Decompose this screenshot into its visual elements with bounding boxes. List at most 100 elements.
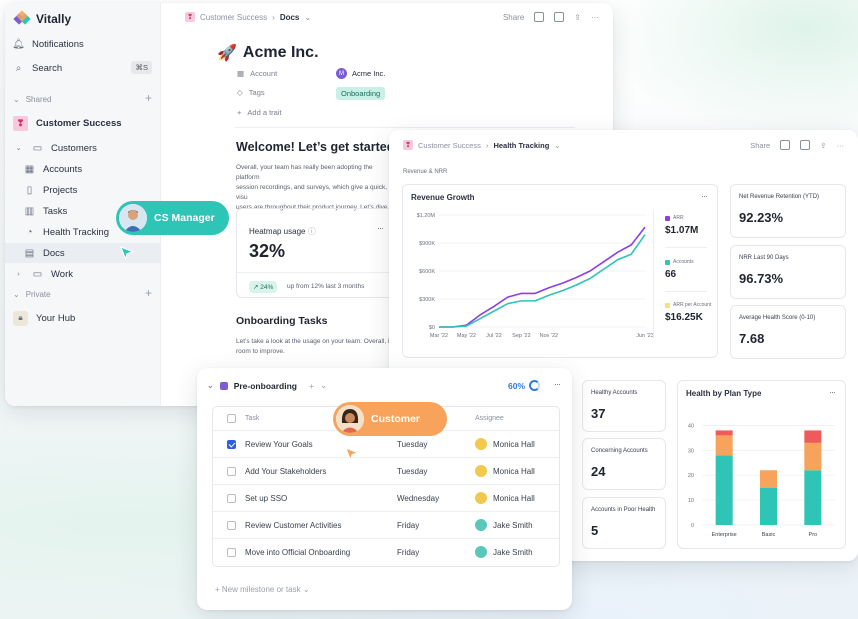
more-icon[interactable]: ··· — [591, 12, 599, 22]
bell-icon: 🔔︎ — [12, 38, 25, 50]
x-tick-label: Sep '22 — [512, 333, 530, 339]
bar-poor-enterprise — [715, 430, 733, 436]
sidebar-item-customers[interactable]: ⌄ ▭ Customers — [13, 139, 97, 157]
breadcrumb: ❣ Customer Success › Docs ⌄ — [185, 12, 311, 22]
new-milestone-button[interactable]: + New milestone or task ⌄ — [215, 585, 310, 594]
app-logo[interactable]: Vitally — [13, 10, 72, 27]
table-row[interactable]: Move into Official Onboarding Friday Jake … — [213, 539, 559, 566]
legend-accounts: Accounts — [665, 259, 694, 265]
breadcrumb-current[interactable]: Docs — [279, 12, 300, 22]
y-tick-label: $300K — [419, 297, 435, 303]
kpi-card[interactable]: Concerning Accounts 24 — [582, 438, 666, 490]
progress-ring-icon — [529, 380, 540, 391]
account-avatar: M — [336, 68, 347, 79]
add-trait-button[interactable]: + Add a trait — [237, 108, 282, 117]
breadcrumb-parent[interactable]: Customer Success — [200, 12, 268, 22]
breadcrumb-current[interactable]: Health Tracking — [493, 140, 550, 150]
add-private-icon[interactable]: + — [144, 286, 152, 300]
add-shared-icon[interactable]: + — [144, 91, 152, 105]
metric-value: 32% — [249, 241, 286, 261]
plus-icon: + — [215, 585, 220, 594]
sidebar-item-tasks[interactable]: ▥ Tasks — [24, 205, 68, 217]
task-checkbox[interactable] — [227, 467, 236, 476]
lock-icon: 🔒︎ — [13, 310, 28, 326]
kpi-card[interactable]: Average Health Score (0-10) 7.68 — [730, 305, 846, 359]
milestone-header[interactable]: ⌄ Pre-onboarding + ⌄ — [207, 380, 328, 391]
chevron-down-icon[interactable]: ⌄ — [319, 380, 328, 390]
chevron-down-icon[interactable]: ⌄ — [304, 12, 312, 22]
task-checkbox[interactable] — [227, 494, 236, 503]
avatar — [475, 438, 487, 450]
avatar — [475, 546, 487, 558]
sidebar-item-customer-success[interactable]: ❣ Customer Success — [13, 114, 122, 132]
sidebar-item-health-tracking[interactable]: ◔ Health Tracking — [24, 223, 109, 241]
docs-icon: ▤ — [24, 247, 35, 259]
bar-concerning-basic — [760, 470, 777, 488]
task-checkbox[interactable] — [227, 440, 236, 449]
shared-section-toggle[interactable]: ⌄ Shared — [13, 95, 52, 104]
divider — [665, 247, 707, 248]
table-row[interactable]: Add Your Stakeholders Tuesday Monica Hall — [213, 458, 559, 485]
task-checkbox[interactable] — [227, 548, 236, 557]
task-checkbox[interactable] — [227, 521, 236, 530]
layout-icon[interactable] — [800, 140, 811, 150]
bar-healthy-basic — [760, 487, 777, 525]
select-all-checkbox[interactable] — [227, 414, 236, 423]
sidebar-item-docs[interactable]: ▤ Docs — [24, 247, 65, 259]
table-row[interactable]: Review Your Goals Tuesday Monica Hall — [213, 431, 559, 458]
chevron-down-icon[interactable]: ⌄ — [554, 140, 561, 150]
top-bar: ❣ Customer Success › Docs ⌄ Share ⇪ ··· — [161, 3, 613, 31]
x-tick-label: Jul '22 — [486, 333, 502, 339]
topbar-actions: Share ⇪ ··· — [750, 140, 844, 150]
share-button[interactable]: Share — [502, 12, 525, 22]
health-by-plan-panel: Health by Plan Type ··· 0 10 20 30 40 Enterpr… — [677, 380, 846, 549]
comment-icon[interactable] — [780, 140, 791, 150]
search-shortcut: ⌘S — [131, 61, 152, 74]
more-icon[interactable]: ··· — [701, 191, 708, 201]
sidebar-item-projects[interactable]: ▯ Projects — [24, 181, 78, 199]
kpi-card[interactable]: Healthy Accounts 37 — [582, 380, 666, 432]
add-icon[interactable]: + — [308, 380, 314, 391]
tasks-table: Task Assignee Review Your Goals Tuesday Mo… — [212, 406, 560, 567]
x-tick-label: Jun '23 — [636, 333, 654, 339]
export-icon[interactable]: ⇪ — [574, 12, 581, 22]
legend-arr-per-account: ARR per Account — [665, 302, 711, 308]
table-row[interactable]: Review Customer Activities Friday Jake Smi… — [213, 512, 559, 539]
app-name: Vitally — [36, 12, 72, 26]
more-icon[interactable]: ··· — [554, 379, 561, 389]
avatar — [475, 465, 487, 477]
trait-value-account[interactable]: M Acme Inc. — [336, 68, 385, 79]
more-icon[interactable]: ··· — [829, 387, 836, 397]
chevron-down-icon[interactable]: ⌄ — [207, 381, 214, 390]
sidebar-item-your-hub[interactable]: 🔒︎ Your Hub — [13, 309, 75, 327]
more-icon[interactable]: ··· — [377, 223, 384, 233]
export-icon[interactable]: ⇪ — [820, 140, 827, 150]
comment-icon[interactable] — [534, 12, 545, 22]
search-icon: ⌕ — [15, 62, 22, 74]
y-tick-label: 40 — [688, 423, 694, 429]
plus-icon: + — [237, 108, 242, 117]
legend-swatch — [665, 302, 670, 308]
sidebar-item-accounts[interactable]: ▦ Accounts — [24, 163, 83, 175]
revenue-growth-panel: Revenue Growth ··· $0 $300K $600K $900K $1.2… — [402, 184, 718, 358]
x-tick-label: Enterprise — [712, 532, 737, 538]
trait-value-tags[interactable]: Onboarding — [336, 87, 386, 100]
legend-arr-per-account-value: $16.25K — [665, 312, 703, 323]
table-row[interactable]: Set up SSO Wednesday Monica Hall — [213, 485, 559, 512]
more-icon[interactable]: ··· — [836, 140, 845, 150]
private-section-toggle[interactable]: ⌄ Private — [13, 290, 51, 299]
y-tick-label: $600K — [419, 269, 435, 275]
sidebar-item-notifications[interactable]: 🔔︎ Notifications — [12, 38, 84, 50]
bar-healthy-enterprise — [715, 455, 733, 525]
share-button[interactable]: Share — [750, 140, 771, 150]
breadcrumb-parent[interactable]: Customer Success — [418, 140, 481, 150]
sidebar-item-work[interactable]: › ▭ Work — [13, 265, 73, 283]
sidebar-item-search[interactable]: ⌕ Search — [13, 59, 62, 77]
kpi-card[interactable]: Accounts in Poor Health 5 — [582, 497, 666, 549]
customer-avatar — [336, 405, 364, 433]
topbar-actions: Share ⇪ ··· — [503, 12, 599, 22]
kpi-card[interactable]: NRR Last 90 Days 96.73% — [730, 245, 846, 299]
vitally-logo-icon — [13, 10, 31, 27]
kpi-card[interactable]: Net Revenue Retention (YTD) 92.23% — [730, 184, 846, 238]
layout-icon[interactable] — [554, 12, 565, 22]
